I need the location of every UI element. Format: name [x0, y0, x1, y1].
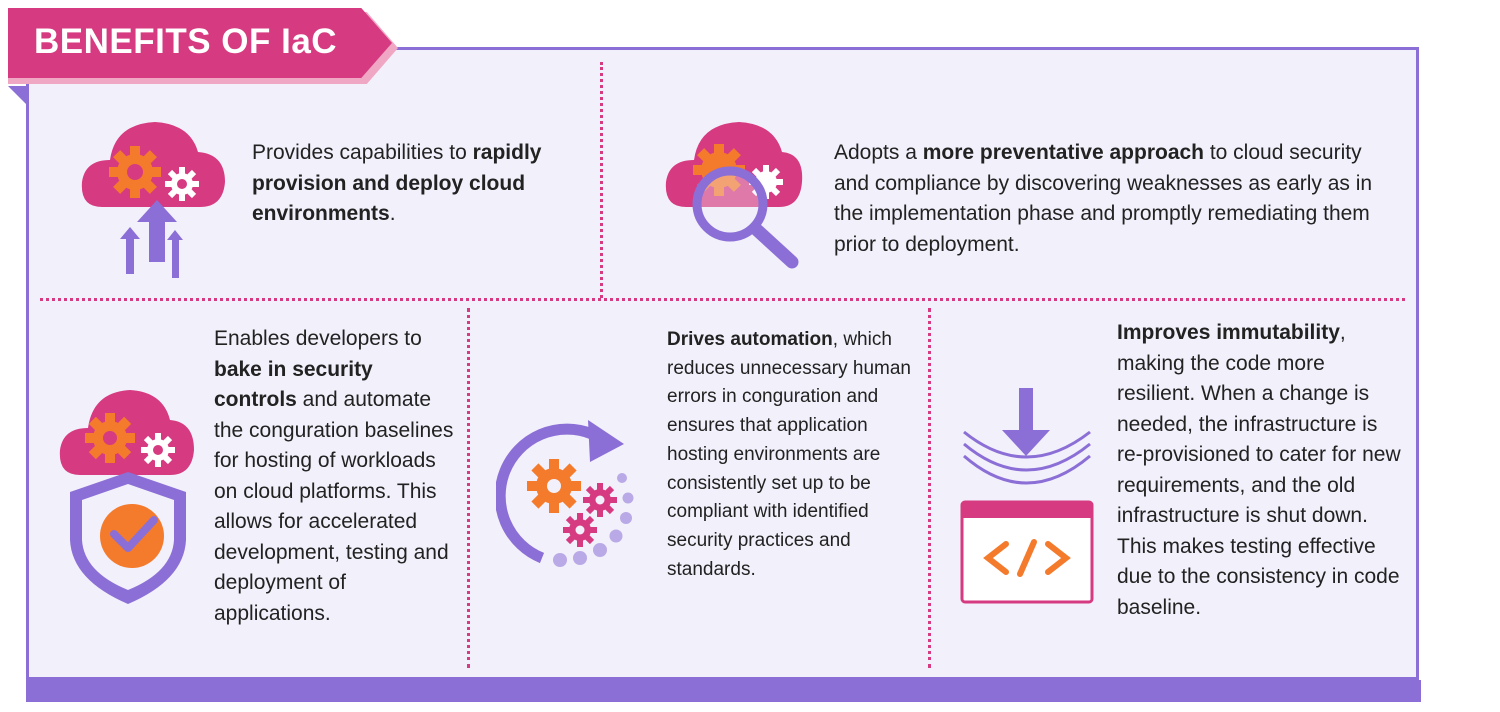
benefit-5-highlight: Improves immutability — [1117, 321, 1340, 344]
benefit-5-text: Improves immutability, making the code m… — [1117, 321, 1401, 619]
benefit-2-highlight: more preventative approach — [922, 141, 1204, 164]
benefit-3-text: Enables developers to bake in security c… — [214, 327, 454, 625]
automation-gears-icon — [494, 420, 646, 570]
cloud-shield-check-icon — [58, 380, 198, 608]
frame-bottom-shadow — [26, 680, 1421, 702]
benefit-4-highlight: Drives automation — [667, 329, 833, 350]
benefit-1-text: Provides capabilities to rapidly provisi… — [252, 141, 542, 225]
divider-top-vertical — [600, 62, 603, 298]
cloud-upload-gears-icon — [80, 112, 230, 282]
code-window-download-icon — [958, 384, 1098, 606]
benefit-1-highlight: rapidly provision and deploy cloud envir… — [252, 141, 542, 225]
benefit-2-text: Adopts a more preventative approach to c… — [834, 141, 1373, 256]
title-banner — [8, 8, 392, 78]
divider-horizontal — [40, 298, 1405, 301]
cloud-magnifier-icon — [664, 112, 814, 272]
page-title: BENEFITS OF IaC — [34, 22, 338, 61]
benefit-3-highlight: bake in security controls — [214, 357, 373, 412]
divider-bottom-left — [467, 308, 470, 668]
benefit-4-text: Drives automation, which reduces unneces… — [667, 329, 911, 580]
divider-bottom-right — [928, 308, 931, 668]
frame-corner-fold — [8, 86, 26, 104]
